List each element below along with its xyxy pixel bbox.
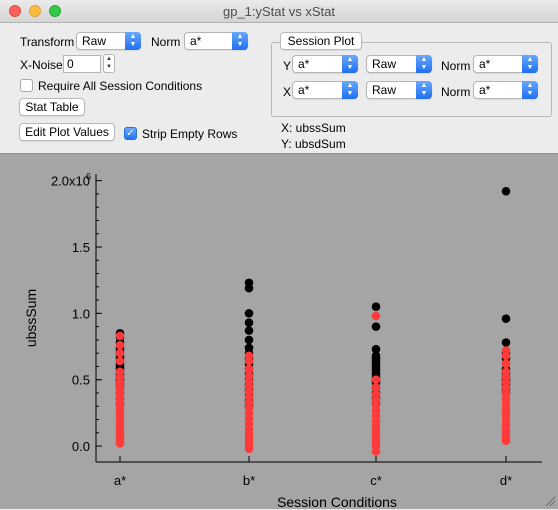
data-point <box>371 375 381 385</box>
strip-empty-rows-checkbox[interactable]: ✓ <box>124 127 137 140</box>
data-point <box>115 348 125 358</box>
control-panel: Transform Raw ▲ ▼ Norm a* ▲ ▼ X-Noise 0 ▲ ▼… <box>0 23 558 153</box>
norm-value: a* <box>190 34 202 48</box>
y-tick-exponent: 6 <box>86 172 91 182</box>
y-condition-value: a* <box>298 57 310 71</box>
x-tick-label: c* <box>370 473 382 488</box>
resize-grip-icon[interactable] <box>545 496 556 507</box>
data-point <box>371 447 381 456</box>
x-stat-info: X: ubssSum <box>281 121 346 135</box>
popup-arrows-icon: ▲ ▼ <box>416 55 432 73</box>
require-all-checkbox[interactable] <box>20 79 33 92</box>
data-point <box>371 302 381 312</box>
data-point <box>244 335 254 345</box>
data-point <box>244 318 254 327</box>
popup-arrows-icon: ▲ ▼ <box>416 81 432 99</box>
data-point <box>244 356 254 366</box>
edit-plot-values-button[interactable]: Edit Plot Values <box>19 123 115 141</box>
data-point <box>371 311 381 321</box>
window-title: gp_1:yStat vs xStat <box>222 4 335 19</box>
data-point <box>244 326 254 335</box>
y-condition-popup[interactable]: a* ▲ ▼ <box>292 55 358 73</box>
data-point <box>115 439 125 448</box>
x-transform-value: Raw <box>372 83 397 97</box>
x-transform-popup[interactable]: Raw ▲ ▼ <box>366 81 432 99</box>
x-row-label: X <box>283 85 292 99</box>
y-row-label: Y <box>283 59 292 73</box>
transform-label: Transform <box>20 35 75 49</box>
popup-arrows-icon: ▲ ▼ <box>232 32 248 50</box>
x-tick-label: d* <box>500 473 512 488</box>
title-bar[interactable]: gp_1:yStat vs xStat <box>0 0 558 23</box>
plot-area[interactable]: 0.0 0.5 1.0 1.5 2.0x10 6 a* b* c* d* Session Condi… <box>0 153 558 510</box>
y-norm-label: Norm <box>441 59 471 73</box>
x-norm-label: Norm <box>441 85 471 99</box>
y-axis-title: ubssSum <box>23 289 39 347</box>
transform-value: Raw <box>82 34 107 48</box>
data-point <box>244 364 254 374</box>
y-norm-value: a* <box>479 57 491 71</box>
require-all-label: Require All Session Conditions <box>38 79 203 93</box>
y-tick-label: 1.0 <box>72 306 90 321</box>
x-tick-label: a* <box>114 473 126 488</box>
data-point <box>371 344 381 354</box>
x-condition-value: a* <box>298 83 310 97</box>
x-axis-title: Session Conditions <box>277 494 397 510</box>
data-point <box>115 340 125 350</box>
data-point <box>371 383 381 392</box>
norm-label: Norm <box>151 35 181 49</box>
popup-arrows-icon: ▲ ▼ <box>522 55 538 73</box>
y-transform-value: Raw <box>372 57 397 71</box>
y-stat-info: Y: ubsdSum <box>281 137 346 151</box>
session-plot-button[interactable]: Session Plot <box>280 32 362 50</box>
norm-popup[interactable]: a* ▲ ▼ <box>184 32 248 50</box>
zoom-window-button[interactable] <box>49 5 61 17</box>
y-transform-popup[interactable]: Raw ▲ ▼ <box>366 55 432 73</box>
y-tick-label: 1.5 <box>72 240 90 255</box>
data-point <box>115 331 125 341</box>
data-point <box>244 444 254 454</box>
data-point <box>244 309 254 318</box>
data-point <box>371 322 381 331</box>
x-tick-label: b* <box>243 473 255 488</box>
popup-arrows-icon: ▲ ▼ <box>522 81 538 99</box>
strip-empty-rows-label: Strip Empty Rows <box>142 127 238 141</box>
stat-table-button[interactable]: Stat Table <box>19 98 85 116</box>
popup-arrows-icon: ▲ ▼ <box>342 81 358 99</box>
y-norm-popup[interactable]: a* ▲ ▼ <box>473 55 538 73</box>
xnoise-label: X-Noise <box>20 58 63 72</box>
data-point <box>244 283 254 293</box>
minimize-window-button[interactable] <box>29 5 41 17</box>
y-tick-label: 0.5 <box>72 373 90 388</box>
data-point <box>501 436 511 446</box>
xnoise-field[interactable]: 0 <box>63 55 101 73</box>
y-tick-label: 0.0 <box>72 439 90 454</box>
popup-arrows-icon: ▲ ▼ <box>342 55 358 73</box>
data-point <box>501 359 511 369</box>
close-window-button[interactable] <box>9 5 21 17</box>
x-norm-popup[interactable]: a* ▲ ▼ <box>473 81 538 99</box>
popup-arrows-icon: ▲ ▼ <box>125 32 141 50</box>
data-point <box>501 186 511 196</box>
y-tick-label: 2.0x10 <box>51 174 90 189</box>
x-norm-value: a* <box>479 83 491 97</box>
data-point <box>501 338 511 347</box>
data-point <box>501 314 511 323</box>
transform-popup[interactable]: Raw ▲ ▼ <box>76 32 141 50</box>
data-point <box>115 356 125 366</box>
session-plot-group <box>271 42 552 117</box>
x-condition-popup[interactable]: a* ▲ ▼ <box>292 81 358 99</box>
data-point <box>501 351 511 361</box>
xnoise-stepper[interactable]: ▲ ▼ <box>103 54 115 73</box>
